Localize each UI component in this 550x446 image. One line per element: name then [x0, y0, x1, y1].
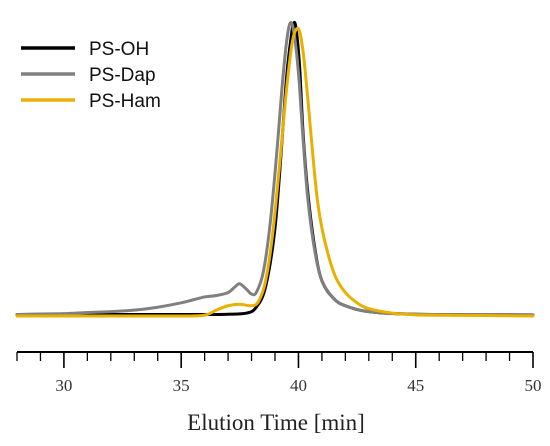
series-line-ps-ham: [15, 26, 535, 318]
legend-label-ps-ham: PS-Ham: [89, 91, 161, 112]
x-axis: 30 35 40 45 50: [16, 351, 542, 395]
legend-label-ps-dap: PS-Dap: [89, 65, 156, 86]
x-tick-label: 35: [173, 376, 190, 395]
x-tick-label: 30: [55, 376, 72, 395]
series-line-ps-dap: [15, 21, 535, 317]
x-tick-label: 50: [525, 376, 542, 395]
x-tick-label: 45: [407, 376, 424, 395]
legend: PS-OH PS-Dap PS-Ham: [21, 39, 161, 112]
legend-label-ps-oh: PS-OH: [89, 39, 149, 60]
series-layer: [15, 20, 535, 318]
x-axis-title: Elution Time [min]: [187, 410, 365, 435]
x-tick-label: 40: [290, 376, 307, 395]
